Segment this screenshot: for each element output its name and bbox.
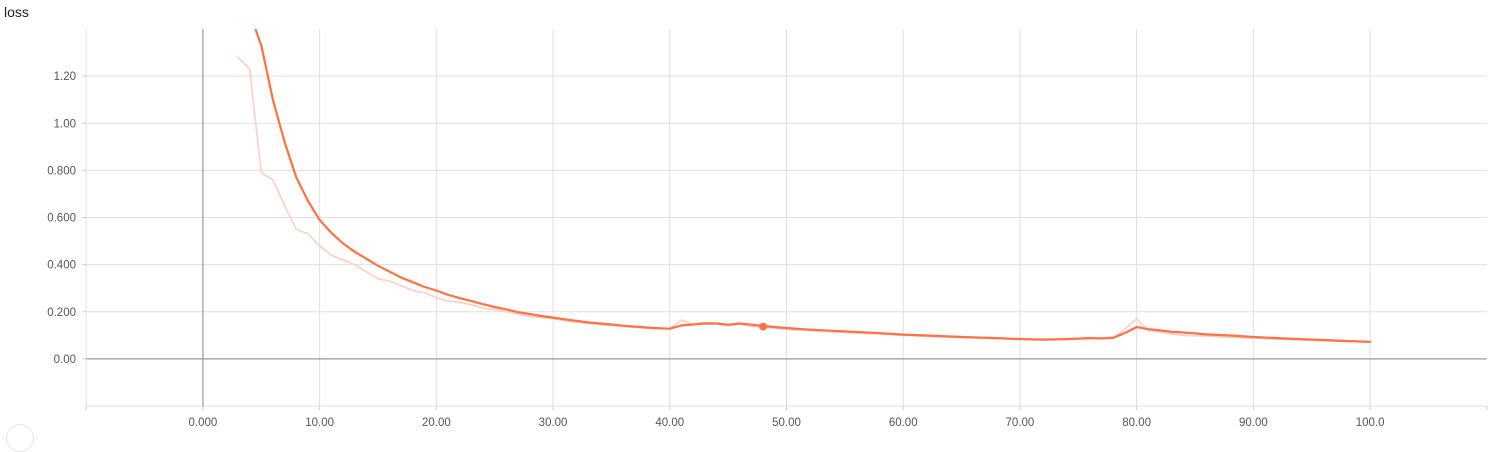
x-tick-label: 20.00 <box>422 417 451 429</box>
axes <box>86 29 1487 406</box>
y-tick-label: 1.20 <box>54 71 76 83</box>
grid-lines <box>82 29 1488 410</box>
y-tick-label: 0.600 <box>47 213 76 225</box>
chart-title: loss <box>4 4 29 20</box>
x-tick-label: 30.00 <box>539 417 568 429</box>
loss-chart: 0.000 10.00 20.00 30.00 40.00 50.00 60.00 70.00… <box>47 29 1488 429</box>
tick-labels: 0.000 10.00 20.00 30.00 40.00 50.00 60.00 70.00… <box>47 71 1384 429</box>
x-tick-label: 0.000 <box>189 417 218 429</box>
x-tick-label: 100.0 <box>1356 417 1385 429</box>
y-tick-label: 0.800 <box>47 165 76 177</box>
x-tick-label: 90.00 <box>1239 417 1268 429</box>
raw-loss-line <box>237 56 1371 343</box>
x-tick-label: 50.00 <box>772 417 801 429</box>
highlight-point <box>759 322 768 331</box>
x-tick-label: 60.00 <box>889 417 918 429</box>
expand-button-icon[interactable] <box>6 424 34 452</box>
series-lines <box>237 29 1372 343</box>
x-tick-label: 70.00 <box>1006 417 1035 429</box>
highlight-points <box>759 322 768 331</box>
y-tick-label: 1.00 <box>54 118 76 130</box>
y-tick-label: 0.00 <box>54 354 76 366</box>
x-tick-label: 40.00 <box>655 417 684 429</box>
x-tick-label: 10.00 <box>305 417 334 429</box>
smoothed-loss-line <box>254 29 1372 343</box>
x-tick-label: 80.00 <box>1122 417 1151 429</box>
y-tick-label: 0.400 <box>47 260 76 272</box>
y-tick-label: 0.200 <box>47 307 76 319</box>
